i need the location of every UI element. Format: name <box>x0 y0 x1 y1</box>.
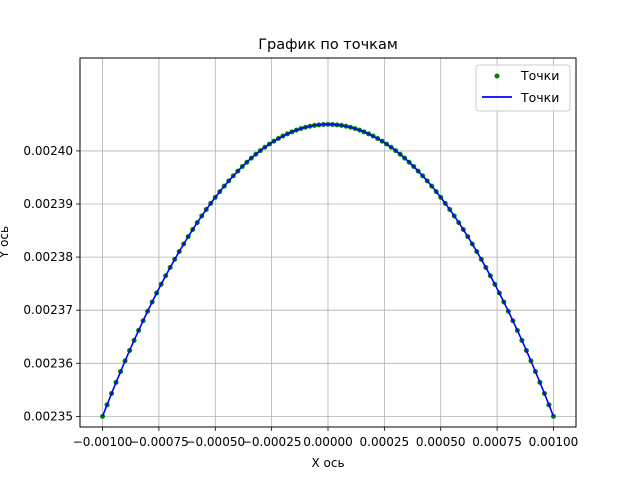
grid <box>80 58 576 427</box>
legend-marker-points <box>494 73 500 79</box>
x-tick-label: 0.00000 <box>303 435 353 449</box>
x-tick-label: 0.00075 <box>472 435 522 449</box>
y-tick-label: 0.00235 <box>23 409 73 423</box>
legend-label-points: Точки <box>520 68 559 83</box>
y-axis-label: Y ось <box>0 226 11 259</box>
legend: Точки Точки <box>475 64 571 112</box>
x-tick-label: 0.00025 <box>360 435 410 449</box>
series-line <box>101 123 555 417</box>
ticks: −0.00100−0.00075−0.00050−0.00025 0.00000 0… <box>23 144 578 449</box>
x-axis-label: X ось <box>311 456 344 470</box>
x-tick-label: 0.00100 <box>529 435 579 449</box>
legend-box <box>475 64 571 112</box>
x-tick-label: −0.00100 <box>73 435 133 449</box>
x-tick-label: −0.00025 <box>242 435 302 449</box>
y-tick-label: 0.00240 <box>23 144 73 158</box>
y-tick-label: 0.00236 <box>23 356 73 370</box>
y-tick-label: 0.00239 <box>23 197 73 211</box>
series-layer <box>100 121 556 419</box>
x-tick-label: 0.00050 <box>416 435 466 449</box>
x-tick-label: −0.00050 <box>185 435 245 449</box>
chart-title: График по точкам <box>258 37 398 53</box>
y-tick-label: 0.00238 <box>23 250 73 264</box>
legend-label-line: Точки <box>520 90 559 105</box>
x-tick-label: −0.00075 <box>129 435 189 449</box>
y-tick-label: 0.00237 <box>23 303 73 317</box>
